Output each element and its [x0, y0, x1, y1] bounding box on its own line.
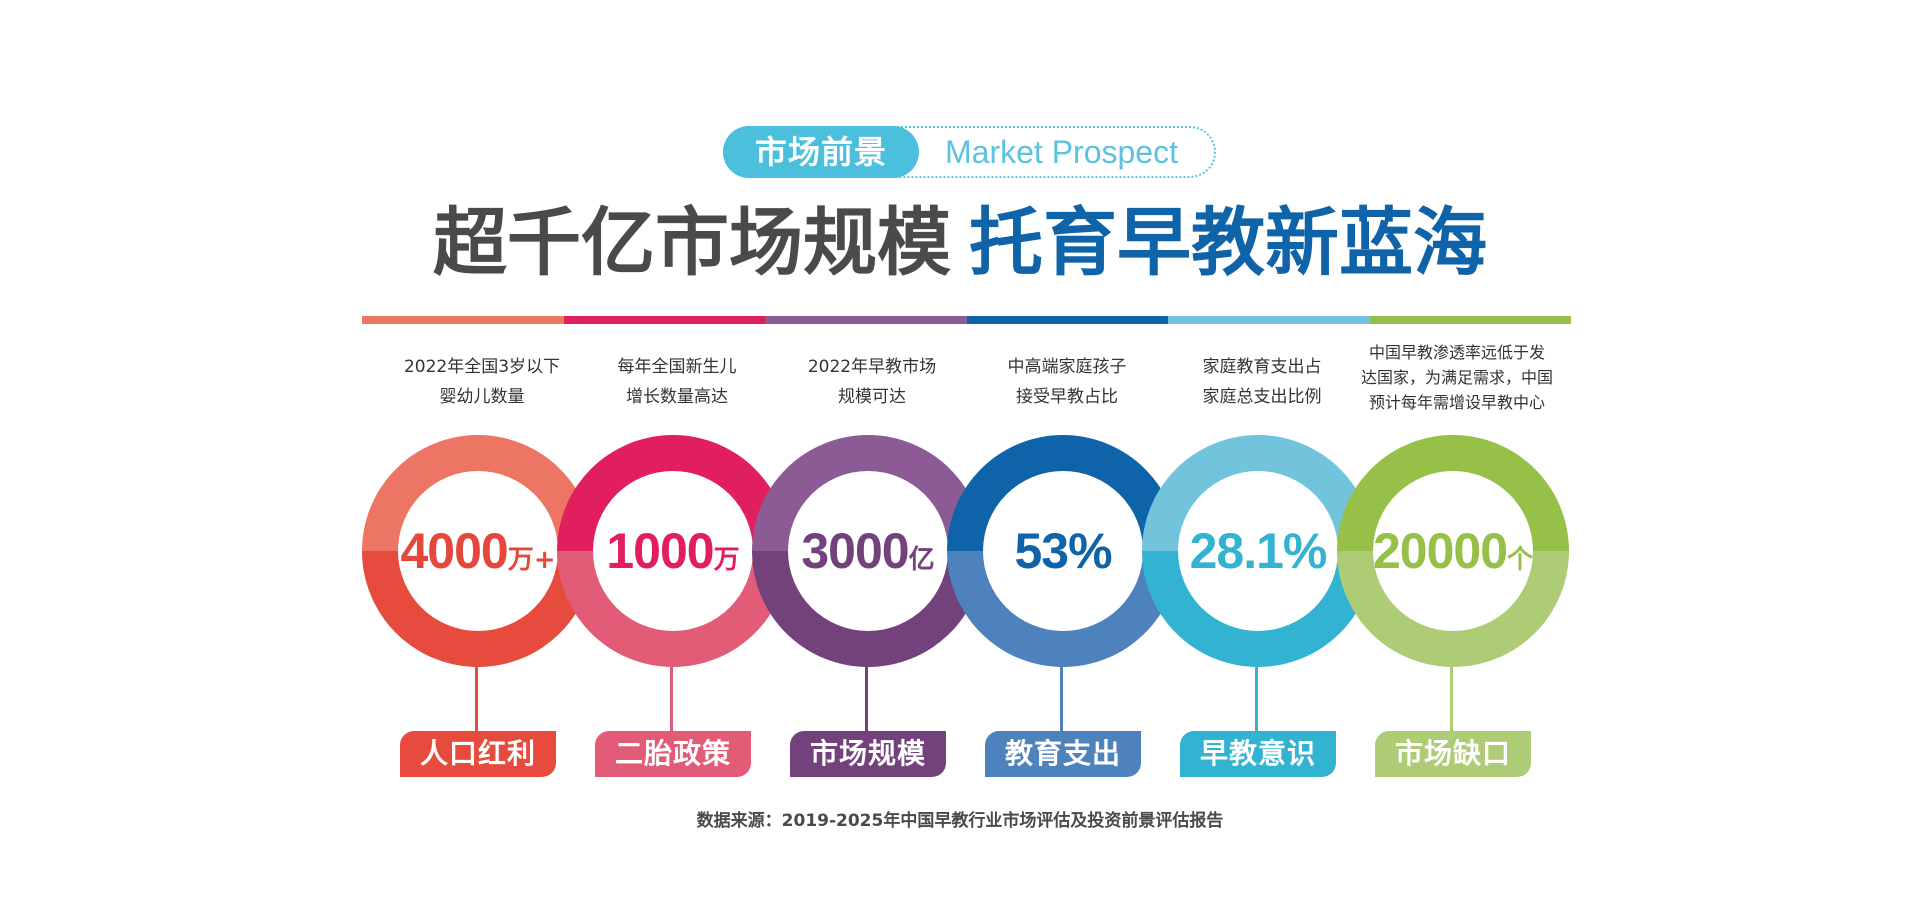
section-badge-label: 市场前景 [723, 126, 919, 178]
band-segment-5 [1168, 316, 1370, 324]
stat-column: 2022年早教市场 规模可达 3000亿 市场规模 [752, 340, 992, 790]
connector-line [1255, 667, 1258, 731]
connector-line [475, 667, 478, 731]
stat-unit: 亿 [908, 545, 935, 575]
connector-line [1450, 667, 1453, 731]
stat-value: 1000万 [537, 435, 809, 667]
stat-description: 中高端家庭孩子 接受早教占比 [957, 352, 1177, 412]
stat-column: 中国早教渗透率远低于发 达国家，为满足需求，中国 预计每年需增设早教中心 200… [1337, 340, 1577, 790]
ring-hole [398, 471, 558, 631]
band-segment-3 [765, 316, 967, 324]
ring-hole [593, 471, 753, 631]
connector-line [865, 667, 868, 731]
stat-value: 28.1% [1122, 435, 1394, 667]
ring-hole [983, 471, 1143, 631]
color-band [362, 316, 1571, 324]
stat-description-line: 家庭教育支出占 [1202, 357, 1322, 377]
stat-description-line: 家庭总支出比例 [1202, 387, 1322, 407]
ring-hole [788, 471, 948, 631]
stat-value: 4000万+ [342, 435, 614, 667]
stat-unit: 万 [713, 545, 740, 575]
stat-description-line: 婴幼儿数量 [439, 387, 525, 407]
stat-value: 3000亿 [732, 435, 1004, 667]
stat-value: 53% [927, 435, 1199, 667]
ring-hole [1178, 471, 1338, 631]
stat-description: 每年全国新生儿 增长数量高达 [567, 352, 787, 412]
stat-description-line: 达国家，为满足需求，中国 [1360, 368, 1553, 387]
stat-description-line: 增长数量高达 [626, 387, 728, 407]
stat-column: 中高端家庭孩子 接受早教占比 53% 教育支出 [947, 340, 1187, 790]
band-segment-4 [966, 316, 1168, 324]
stat-label: 教育支出 [985, 731, 1141, 777]
stat-description-line: 接受早教占比 [1016, 387, 1118, 407]
stat-description-line: 2022年早教市场 [807, 357, 937, 377]
section-badge-subtitle: Market Prospect [945, 134, 1178, 170]
stat-column: 2022年全国3岁以下 婴幼儿数量 4000万+ 人口红利 [362, 340, 602, 790]
stat-description-line: 每年全国新生儿 [617, 357, 737, 377]
section-badge: 市场前景 Market Prospect [723, 126, 1216, 178]
stat-number: 53% [1014, 523, 1112, 579]
stat-ring [752, 435, 984, 667]
connector-line [670, 667, 673, 731]
stat-description: 中国早教渗透率远低于发 达国家，为满足需求，中国 预计每年需增设早教中心 [1337, 340, 1577, 415]
stat-label: 市场缺口 [1375, 731, 1531, 777]
stat-unit: 个 [1507, 545, 1534, 575]
band-segment-1 [362, 316, 564, 324]
stat-value: 20000个 [1317, 435, 1589, 667]
stat-number: 28.1% [1189, 523, 1328, 579]
stat-number: 4000 [400, 523, 508, 579]
stat-number: 3000 [801, 523, 909, 579]
band-segment-2 [563, 316, 765, 324]
stat-description-line: 中国早教渗透率远低于发 [1368, 343, 1545, 362]
data-source-note: 数据来源：2019-2025年中国早教行业市场评估及投资前景评估报告 [696, 811, 1224, 831]
band-segment-6 [1369, 316, 1571, 324]
connector-line [1060, 667, 1063, 731]
headline: 超千亿市场规模 托育早教新蓝海 [0, 198, 1920, 288]
headline-part1: 超千亿市场规模 [433, 200, 951, 286]
stat-label: 市场规模 [790, 731, 946, 777]
stat-number: 20000 [1372, 523, 1508, 579]
stat-number: 1000 [606, 523, 714, 579]
stat-description: 家庭教育支出占 家庭总支出比例 [1152, 352, 1372, 412]
stat-label: 早教意识 [1180, 731, 1336, 777]
stat-description-line: 2022年全国3岁以下 [403, 357, 561, 377]
stat-column: 每年全国新生儿 增长数量高达 1000万 二胎政策 [557, 340, 797, 790]
headline-part2: 托育早教新蓝海 [969, 200, 1487, 286]
stat-description: 2022年早教市场 规模可达 [762, 352, 982, 412]
stat-label: 二胎政策 [595, 731, 751, 777]
stat-description-line: 规模可达 [838, 387, 906, 407]
stat-description: 2022年全国3岁以下 婴幼儿数量 [372, 352, 592, 412]
stat-unit: 万+ [507, 545, 556, 575]
stat-column: 家庭教育支出占 家庭总支出比例 28.1% 早教意识 [1142, 340, 1382, 790]
stat-description-line: 中高端家庭孩子 [1007, 357, 1127, 377]
stat-label: 人口红利 [400, 731, 556, 777]
ring-hole [1373, 471, 1533, 631]
stat-description-line: 预计每年需增设早教中心 [1368, 393, 1545, 412]
